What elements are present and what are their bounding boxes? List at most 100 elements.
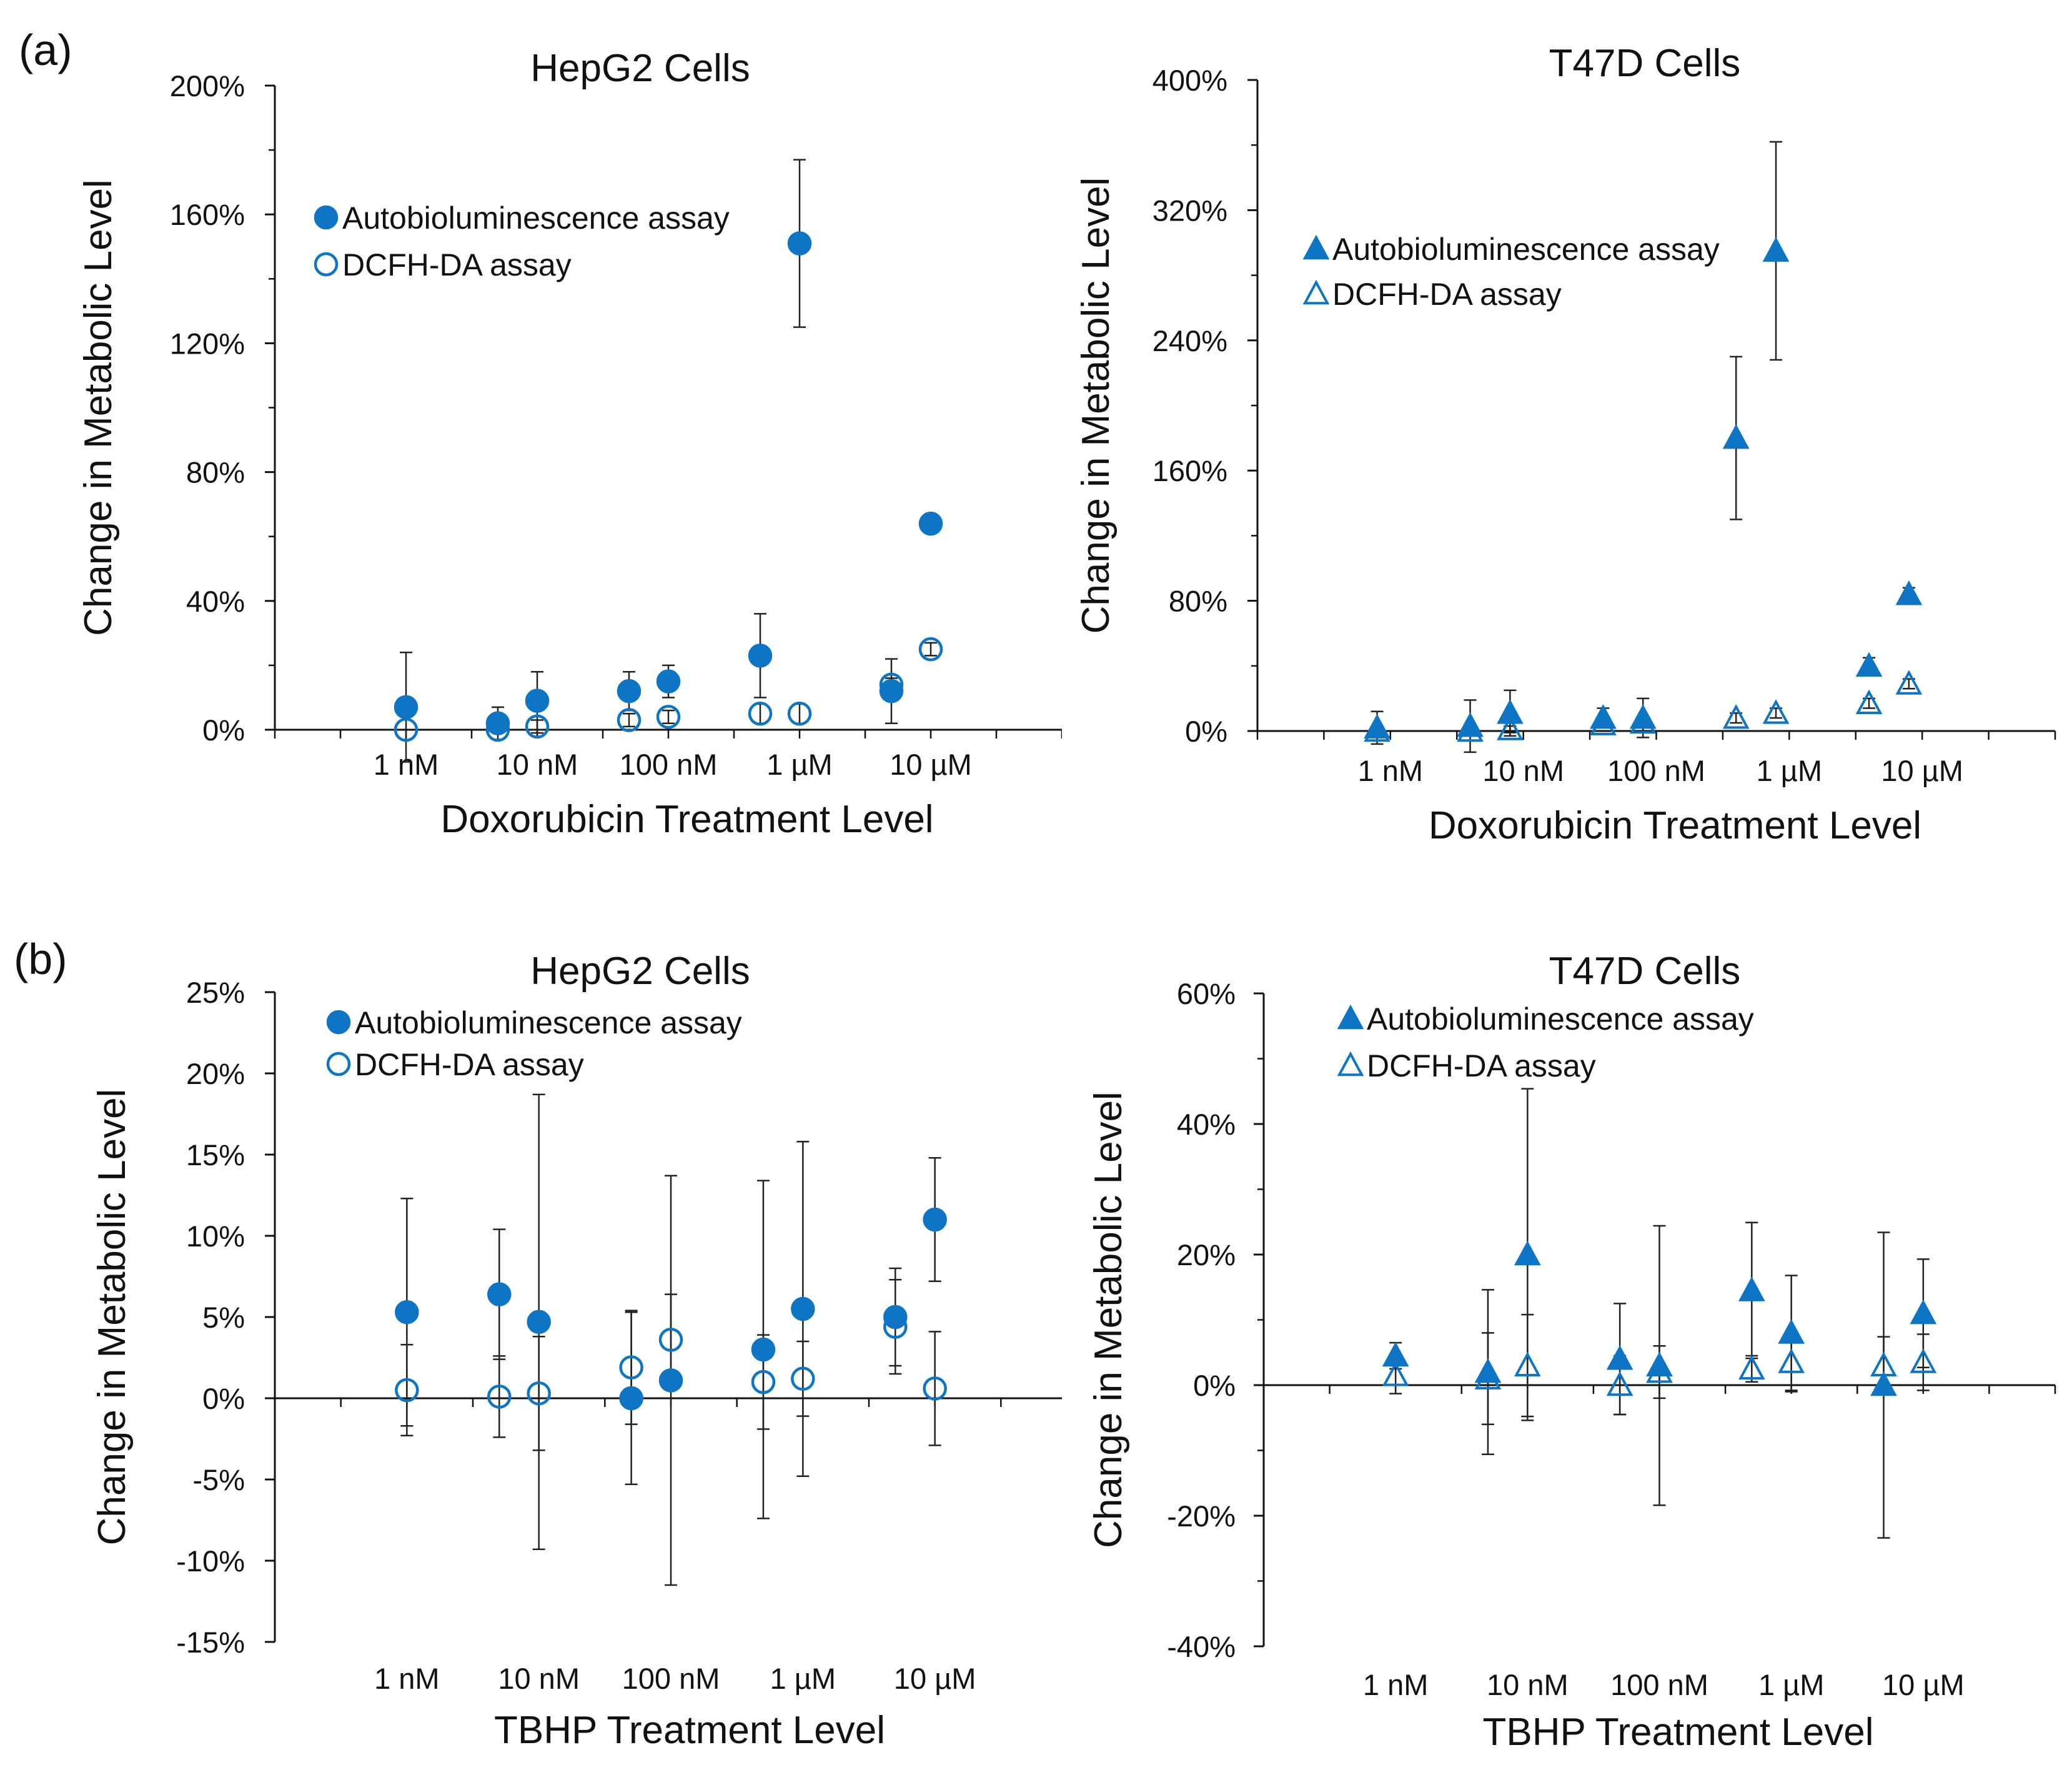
- data-point-autobioluminescence: [1738, 1276, 1765, 1301]
- error-bar: [754, 703, 766, 724]
- y-tick-label: 10%: [186, 1220, 245, 1253]
- y-tick-label: 25%: [186, 976, 245, 1009]
- y-tick-label: 5%: [202, 1301, 245, 1334]
- data-point-dcfh-da: [751, 1370, 776, 1395]
- chart-title: HepG2 Cells: [530, 950, 750, 993]
- y-tick-label: 15%: [186, 1138, 245, 1171]
- x-tick-label: 10 nM: [1487, 1668, 1569, 1701]
- data-point-autobioluminescence: [748, 644, 773, 668]
- data-point-dcfh-da: [394, 717, 419, 742]
- x-tick-label: 1 nM: [374, 1662, 440, 1695]
- data-point-autobioluminescence: [791, 1296, 815, 1321]
- data-point-autobioluminescence: [525, 689, 550, 713]
- error-bar: [928, 1331, 941, 1446]
- x-tick-label: 1 µM: [1757, 754, 1822, 787]
- data-point-dcfh-da: [1778, 1348, 1805, 1373]
- y-tick-label: 320%: [1152, 194, 1227, 227]
- x-tick-label: 1 µM: [1758, 1668, 1824, 1701]
- y-tick-label: 200%: [170, 69, 245, 102]
- x-axis-label: Doxorubicin Treatment Level: [440, 798, 933, 841]
- y-tick-label: 80%: [1169, 585, 1227, 618]
- data-point-autobioluminescence: [395, 1300, 419, 1325]
- data-point-dcfh-da: [656, 705, 681, 729]
- error-bar: [531, 719, 543, 734]
- y-axis-label: Change in Metabolic Level: [1087, 1091, 1130, 1548]
- data-point-dcfh-da: [1474, 1365, 1502, 1390]
- x-tick-label: 1 nM: [1358, 754, 1424, 787]
- data-point-dcfh-da: [1457, 717, 1484, 742]
- error-bar: [662, 709, 675, 724]
- y-tick-label: 40%: [1177, 1108, 1236, 1141]
- x-axis-label: TBHP Treatment Level: [494, 1709, 885, 1752]
- y-tick-label: 0%: [202, 1382, 245, 1415]
- x-tick-label: 10 µM: [1881, 754, 1963, 787]
- data-point-dcfh-da: [1738, 1355, 1765, 1380]
- chart-b-t47d: T47D Cells -40% -20% 0% 20% 40% 60% 1 nM 10 nM 10…: [1087, 950, 2056, 1754]
- data-point-dcfh-da: [923, 1376, 947, 1401]
- data-point-dcfh-da: [487, 1385, 512, 1409]
- x-tick-label: 1 µM: [766, 748, 832, 781]
- x-tick-label: 1 µM: [770, 1662, 836, 1695]
- data-point-autobioluminescence: [1606, 1345, 1633, 1370]
- data-point-autobioluminescence: [485, 711, 510, 735]
- x-tick-label: 1 nM: [1363, 1668, 1429, 1701]
- data-point-dcfh-da: [619, 1355, 643, 1380]
- y-tick-label: 80%: [186, 456, 245, 489]
- error-bar: [1916, 1333, 1930, 1391]
- data-point-dcfh-da: [1895, 670, 1923, 695]
- data-point-dcfh-da: [485, 717, 510, 742]
- chart-title: HepG2 Cells: [530, 47, 750, 90]
- x-tick-label: 10 nM: [497, 748, 578, 781]
- data-point-dcfh-da: [1590, 710, 1617, 735]
- legend-marker: [314, 252, 339, 277]
- data-point-autobioluminescence: [656, 669, 681, 694]
- panel-label-b: (b): [14, 935, 67, 983]
- data-point-dcfh-da: [787, 701, 812, 726]
- data-point-autobioluminescence: [1474, 1358, 1502, 1383]
- y-tick-label: 60%: [1177, 977, 1236, 1010]
- legend-label: Autobioluminescence assay: [1332, 232, 1720, 267]
- data-point-dcfh-da: [527, 1381, 551, 1406]
- data-point-dcfh-da: [1497, 715, 1524, 740]
- data-point-dcfh-da: [879, 672, 904, 697]
- data-point-autobioluminescence: [1895, 580, 1923, 605]
- y-tick-label: -20%: [1167, 1499, 1236, 1533]
- data-point-autobioluminescence: [394, 695, 419, 720]
- error-bar: [1521, 1313, 1534, 1418]
- data-point-dcfh-da: [1382, 1361, 1409, 1386]
- legend-label: DCFH-DA assay: [342, 247, 572, 282]
- data-point-autobioluminescence: [787, 231, 812, 256]
- data-point-dcfh-da: [1870, 1351, 1897, 1376]
- data-point-autobioluminescence: [1497, 699, 1524, 724]
- error-bar: [623, 712, 635, 728]
- legend-label: Autobioluminescence assay: [355, 1005, 742, 1040]
- error-bar: [796, 1340, 810, 1417]
- legend-label: DCFH-DA assay: [1367, 1048, 1596, 1083]
- data-point-autobioluminescence: [923, 1207, 947, 1232]
- legend-marker: [1337, 1004, 1364, 1030]
- data-point-autobioluminescence: [1722, 424, 1750, 449]
- legend-label: Autobioluminescence assay: [1367, 1002, 1754, 1037]
- data-point-dcfh-da: [1855, 689, 1883, 715]
- data-point-autobioluminescence: [487, 1282, 512, 1306]
- chart-title: T47D Cells: [1549, 950, 1741, 993]
- error-bar: [493, 1355, 506, 1438]
- legend-label: DCFH-DA assay: [1332, 277, 1562, 312]
- x-tick-label: 10 nM: [1482, 754, 1564, 787]
- x-tick-label: 100 nM: [1607, 754, 1705, 787]
- data-point-dcfh-da: [395, 1378, 419, 1403]
- data-point-autobioluminescence: [1855, 652, 1883, 677]
- x-tick-label: 100 nM: [620, 748, 718, 781]
- data-point-dcfh-da: [658, 1328, 683, 1352]
- data-point-dcfh-da: [1514, 1351, 1541, 1376]
- y-tick-label: -15%: [176, 1626, 245, 1659]
- error-bar: [532, 1335, 545, 1451]
- y-tick-label: 400%: [1152, 64, 1227, 97]
- x-tick-label: 10 µM: [1882, 1668, 1965, 1701]
- y-tick-label: 20%: [186, 1057, 245, 1090]
- data-point-dcfh-da: [1762, 699, 1790, 724]
- y-axis-label: Change in Metabolic Level: [77, 179, 120, 636]
- legend-label: Autobioluminescence assay: [342, 201, 730, 236]
